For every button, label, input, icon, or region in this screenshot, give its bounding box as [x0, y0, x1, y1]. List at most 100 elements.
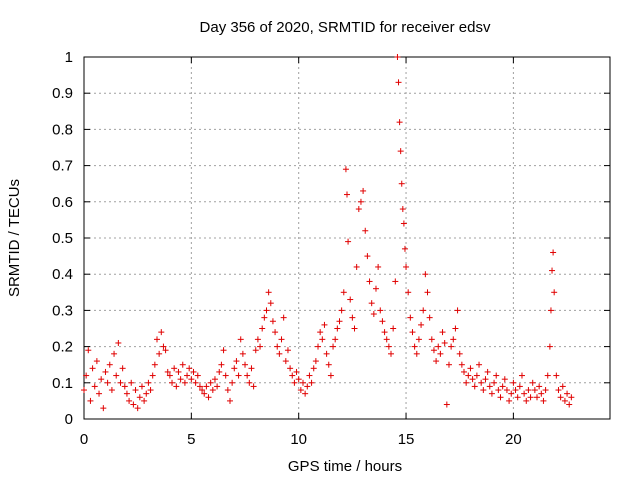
data-point: [306, 372, 313, 379]
data-point: [488, 390, 495, 397]
data-point: [259, 325, 266, 332]
x-tick-label: 10: [290, 431, 307, 448]
data-point: [126, 397, 133, 404]
data-point: [156, 350, 163, 357]
data-point: [420, 307, 427, 314]
data-point: [353, 263, 360, 270]
data-point: [368, 300, 375, 307]
data-point: [452, 325, 459, 332]
data-point: [396, 119, 403, 126]
data-point: [351, 325, 358, 332]
data-point: [319, 336, 326, 343]
data-point: [117, 379, 124, 386]
data-point: [194, 372, 201, 379]
data-point: [534, 394, 541, 401]
data-point: [147, 387, 154, 394]
data-point: [151, 361, 158, 368]
data-point: [450, 336, 457, 343]
data-point: [330, 343, 337, 350]
data-point: [437, 350, 444, 357]
data-point: [471, 383, 478, 390]
data-point: [224, 387, 231, 394]
data-point: [323, 350, 330, 357]
y-tick-label: 0.9: [52, 85, 73, 102]
data-point: [111, 350, 118, 357]
data-point: [220, 347, 227, 354]
data-point: [297, 387, 304, 394]
data-point: [486, 383, 493, 390]
data-point: [403, 263, 410, 270]
data-point: [184, 372, 191, 379]
data-point: [544, 372, 551, 379]
data-point: [399, 206, 406, 213]
data-point: [162, 347, 169, 354]
data-point: [102, 368, 109, 375]
plot-frame: [83, 56, 611, 420]
data-point: [409, 329, 416, 336]
data-point: [523, 397, 530, 404]
data-point: [115, 339, 122, 346]
data-point: [375, 263, 382, 270]
data-point: [289, 372, 296, 379]
data-point: [81, 387, 87, 394]
data-point: [518, 372, 525, 379]
data-point: [108, 387, 115, 394]
data-point: [276, 350, 283, 357]
x-tick-label: 5: [187, 431, 195, 448]
y-tick-label: 0.1: [52, 375, 73, 392]
data-point: [128, 379, 135, 386]
data-point: [411, 343, 418, 350]
data-point: [134, 405, 141, 412]
data-point: [564, 390, 571, 397]
data-point: [405, 289, 412, 296]
data-point: [366, 278, 373, 285]
data-point: [506, 397, 513, 404]
data-point: [246, 379, 253, 386]
data-point: [334, 325, 341, 332]
data-point: [559, 383, 566, 390]
data-point: [317, 329, 324, 336]
data-point: [207, 379, 214, 386]
data-point: [439, 329, 446, 336]
data-point: [370, 311, 377, 318]
data-point: [428, 336, 435, 343]
data-point: [336, 318, 343, 325]
data-point: [119, 365, 126, 372]
data-point: [401, 245, 408, 252]
data-points: [81, 54, 575, 412]
data-point: [448, 343, 455, 350]
data-point: [433, 358, 440, 365]
data-point: [540, 397, 547, 404]
data-point: [342, 166, 349, 173]
x-tick-label: 0: [80, 431, 88, 448]
data-point: [179, 361, 186, 368]
data-point: [138, 383, 145, 390]
data-point: [546, 343, 553, 350]
data-point: [229, 379, 236, 386]
data-point: [284, 347, 291, 354]
data-point: [237, 336, 244, 343]
axis-ticks: 00.10.20.30.40.50.60.70.80.910 5 10 15 20: [52, 49, 610, 448]
data-point: [91, 383, 98, 390]
data-point: [484, 368, 491, 375]
data-point: [205, 394, 212, 401]
data-point: [536, 383, 543, 390]
data-point: [254, 336, 261, 343]
data-point: [136, 394, 143, 401]
data-point: [557, 394, 564, 401]
data-point: [549, 267, 556, 274]
data-point: [424, 289, 431, 296]
data-point: [177, 376, 184, 383]
data-point: [153, 336, 160, 343]
y-tick-label: 0.8: [52, 121, 73, 138]
data-point: [169, 379, 176, 386]
data-point: [499, 383, 506, 390]
data-point: [100, 405, 107, 412]
data-point: [158, 329, 165, 336]
data-point: [130, 401, 137, 408]
data-point: [461, 368, 468, 375]
data-point: [265, 289, 272, 296]
data-point: [280, 314, 287, 321]
grid-lines: [84, 57, 610, 419]
data-point: [302, 390, 309, 397]
